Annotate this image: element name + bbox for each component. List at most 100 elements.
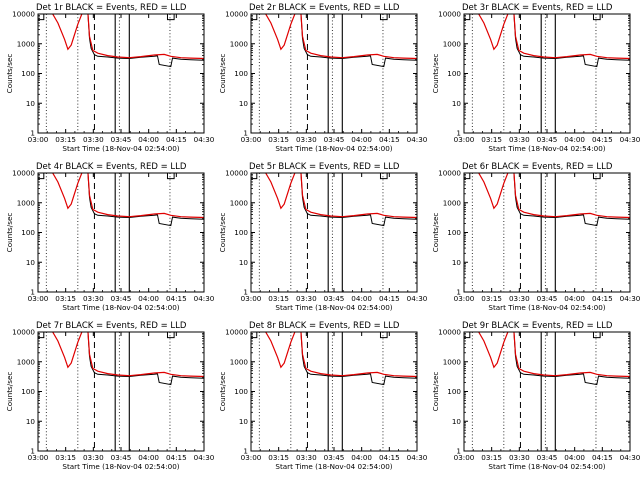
x-tick-label: 03:15 bbox=[268, 453, 289, 462]
y-tick-label: 1 bbox=[243, 447, 248, 456]
y-tick-label: 10 bbox=[239, 258, 249, 267]
y-tick-label: 100 bbox=[21, 69, 35, 78]
lld-series-line bbox=[477, 173, 630, 219]
events-step-mark bbox=[38, 332, 45, 339]
x-tick-label: 04:00 bbox=[351, 453, 372, 462]
chart-panel-det-2r: Det 2r BLACK = Events, RED = LLD Counts/s… bbox=[218, 3, 428, 153]
chart-panel-det-3r: Det 3r BLACK = Events, RED = LLD Counts/s… bbox=[431, 3, 640, 153]
y-tick-label: 10000 bbox=[438, 169, 461, 178]
x-axis-label: Start Time (18-Nov-04 02:54:00) bbox=[488, 144, 605, 153]
events-series-line bbox=[513, 173, 630, 227]
x-tick-label: 04:00 bbox=[138, 294, 159, 303]
plot-frame bbox=[250, 172, 418, 293]
lld-series-line bbox=[477, 332, 630, 378]
plot-area bbox=[251, 14, 417, 133]
y-tick-label: 1 bbox=[456, 447, 461, 456]
x-tick-label: 03:15 bbox=[481, 453, 502, 462]
y-tick-label: 1 bbox=[243, 129, 248, 138]
events-series-line bbox=[87, 14, 204, 68]
chart-panel-det-8r: Det 8r BLACK = Events, RED = LLD Counts/s… bbox=[218, 321, 428, 471]
plot-area bbox=[38, 332, 204, 451]
x-tick-label: 04:00 bbox=[564, 294, 585, 303]
plot-frame bbox=[250, 331, 418, 452]
plot-area bbox=[251, 332, 417, 451]
x-axis-label: Start Time (18-Nov-04 02:54:00) bbox=[488, 303, 605, 312]
y-tick-label: 10000 bbox=[225, 169, 248, 178]
events-step-mark bbox=[251, 14, 258, 21]
events-series-line bbox=[513, 332, 630, 386]
lld-series-line bbox=[264, 14, 417, 60]
y-tick-label: 100 bbox=[234, 228, 248, 237]
x-tick-label: 04:30 bbox=[407, 135, 428, 144]
x-tick-label: 04:15 bbox=[592, 135, 613, 144]
events-step-mark bbox=[592, 332, 601, 339]
panel-title: Det 7r BLACK = Events, RED = LLD bbox=[36, 321, 187, 331]
x-axis-label: Start Time (18-Nov-04 02:54:00) bbox=[62, 303, 179, 312]
x-tick-label: 03:45 bbox=[537, 294, 558, 303]
x-axis-label: Start Time (18-Nov-04 02:54:00) bbox=[62, 144, 179, 153]
x-tick-label: 04:15 bbox=[166, 453, 187, 462]
lld-series-line bbox=[51, 332, 204, 378]
events-step-mark bbox=[251, 173, 258, 180]
events-step-mark bbox=[464, 173, 471, 180]
plot-frame bbox=[37, 172, 205, 293]
x-tick-label: 04:00 bbox=[564, 135, 585, 144]
panel-title: Det 9r BLACK = Events, RED = LLD bbox=[462, 321, 613, 331]
chart-panel-det-6r: Det 6r BLACK = Events, RED = LLD Counts/s… bbox=[431, 162, 640, 312]
plot-frame bbox=[37, 13, 205, 134]
lld-series-line bbox=[51, 14, 204, 60]
y-tick-label: 1000 bbox=[443, 39, 462, 48]
y-axis-label: Counts/sec bbox=[431, 213, 440, 253]
x-tick-label: 03:45 bbox=[111, 294, 132, 303]
panel-title: Det 2r BLACK = Events, RED = LLD bbox=[249, 3, 400, 13]
y-tick-label: 10000 bbox=[438, 10, 461, 19]
chart-panel-det-4r: Det 4r BLACK = Events, RED = LLD Counts/s… bbox=[5, 162, 215, 312]
x-tick-label: 04:15 bbox=[592, 294, 613, 303]
x-tick-label: 04:30 bbox=[407, 453, 428, 462]
y-tick-label: 10000 bbox=[225, 10, 248, 19]
y-tick-label: 10 bbox=[26, 258, 36, 267]
x-tick-label: 04:15 bbox=[166, 135, 187, 144]
plot-frame bbox=[463, 13, 631, 134]
x-tick-label: 03:45 bbox=[537, 135, 558, 144]
y-axis-label: Counts/sec bbox=[5, 213, 14, 253]
y-axis-label: Counts/sec bbox=[218, 213, 227, 253]
y-tick-label: 1000 bbox=[17, 357, 36, 366]
x-axis-label: Start Time (18-Nov-04 02:54:00) bbox=[275, 144, 392, 153]
x-tick-label: 04:30 bbox=[620, 453, 640, 462]
x-tick-label: 03:00 bbox=[454, 294, 475, 303]
chart-panel-det-1r: Det 1r BLACK = Events, RED = LLD Counts/s… bbox=[5, 3, 215, 153]
panel-title: Det 8r BLACK = Events, RED = LLD bbox=[249, 321, 400, 331]
y-tick-label: 1000 bbox=[17, 198, 36, 207]
x-tick-label: 04:15 bbox=[379, 135, 400, 144]
y-tick-label: 10000 bbox=[12, 328, 35, 337]
x-axis-label: Start Time (18-Nov-04 02:54:00) bbox=[275, 462, 392, 471]
y-tick-label: 10 bbox=[26, 417, 36, 426]
y-axis-label: Counts/sec bbox=[431, 372, 440, 412]
x-tick-label: 03:30 bbox=[509, 453, 530, 462]
y-tick-label: 100 bbox=[447, 228, 461, 237]
x-tick-label: 03:00 bbox=[241, 294, 262, 303]
y-tick-label: 1000 bbox=[443, 198, 462, 207]
y-tick-label: 1 bbox=[30, 288, 35, 297]
x-tick-label: 04:00 bbox=[351, 135, 372, 144]
x-tick-label: 04:00 bbox=[138, 453, 159, 462]
events-series-line bbox=[300, 332, 417, 386]
panel-title: Det 5r BLACK = Events, RED = LLD bbox=[249, 162, 400, 172]
x-tick-label: 03:15 bbox=[55, 135, 76, 144]
events-step-mark bbox=[379, 14, 388, 21]
x-tick-label: 04:00 bbox=[564, 453, 585, 462]
y-tick-label: 1 bbox=[243, 288, 248, 297]
events-step-mark bbox=[166, 173, 175, 180]
y-tick-label: 10000 bbox=[438, 328, 461, 337]
x-tick-label: 04:15 bbox=[166, 294, 187, 303]
y-tick-label: 1000 bbox=[230, 198, 249, 207]
x-tick-label: 04:15 bbox=[379, 453, 400, 462]
plot-area bbox=[464, 332, 630, 451]
y-tick-label: 100 bbox=[234, 387, 248, 396]
plot-area bbox=[464, 14, 630, 133]
x-tick-label: 03:30 bbox=[509, 294, 530, 303]
events-step-mark bbox=[379, 332, 388, 339]
y-tick-label: 100 bbox=[21, 228, 35, 237]
y-tick-label: 10 bbox=[26, 99, 36, 108]
